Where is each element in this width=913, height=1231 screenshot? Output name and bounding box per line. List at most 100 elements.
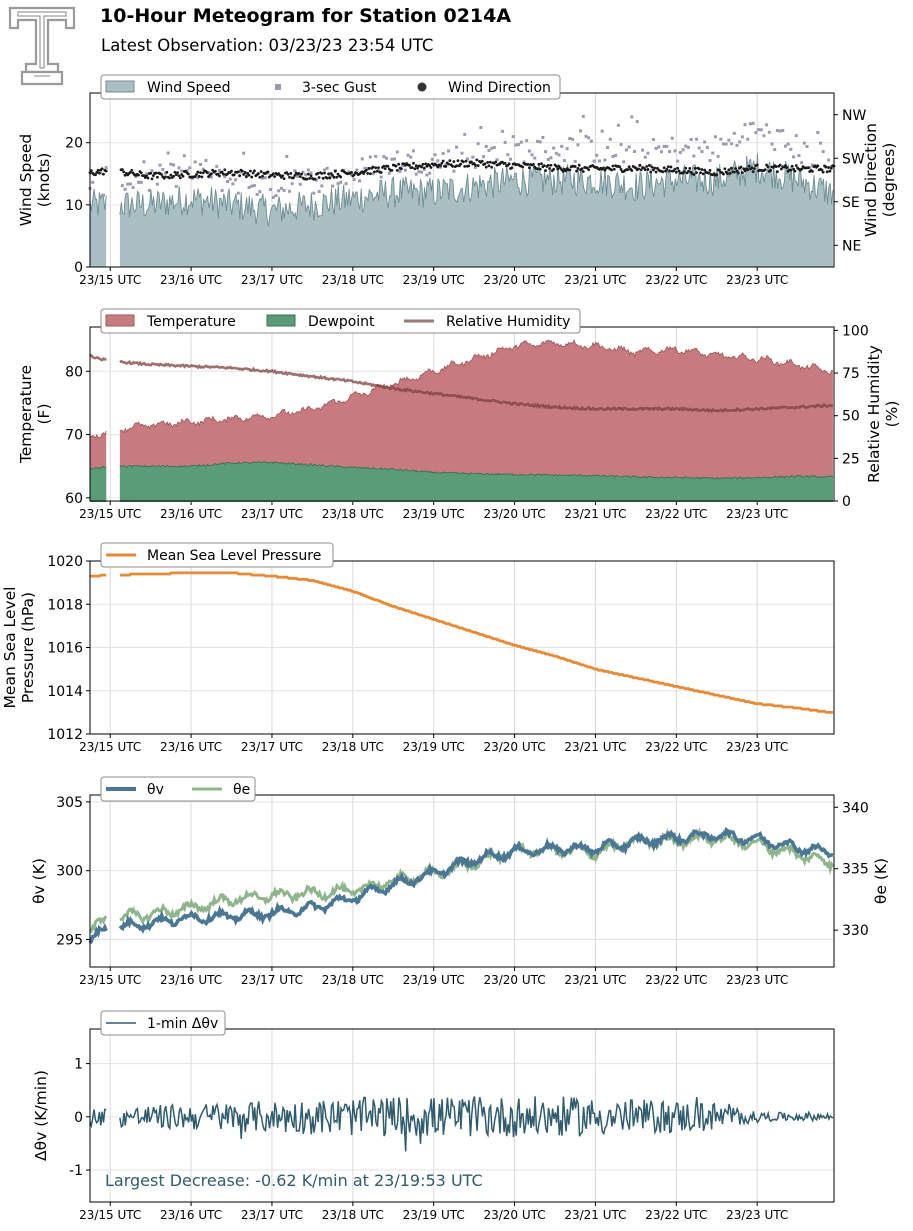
gust-point [724, 142, 728, 146]
wind-direction-point [651, 168, 655, 172]
gust-point [641, 148, 645, 152]
wind-direction-point [654, 170, 658, 174]
legend-label: Wind Speed [147, 80, 231, 96]
gust-point [487, 148, 491, 152]
gust-point [600, 129, 604, 133]
gust-point [199, 162, 203, 166]
theta-v-line [118, 826, 834, 934]
gust-point [719, 137, 723, 141]
gust-point [695, 137, 699, 141]
x-tick-label: 23/20 UTC [483, 1208, 545, 1222]
wind-direction-point [483, 162, 487, 166]
wind-direction-point [650, 165, 654, 169]
gust-point [409, 155, 413, 159]
gust-point [463, 132, 467, 136]
x-tick-label: 23/19 UTC [403, 507, 465, 521]
gust-point [546, 157, 550, 161]
legend-label: Relative Humidity [446, 314, 570, 330]
wind-direction-point [775, 170, 779, 174]
wind-direction-point [151, 174, 155, 177]
x-tick-label: 23/20 UTC [483, 973, 545, 987]
wind-direction-point [289, 171, 293, 175]
x-tick-label: 23/17 UTC [241, 273, 303, 287]
wind-direction-point [220, 170, 224, 174]
gust-point [597, 159, 601, 163]
wind-direction-point [300, 172, 304, 176]
wind-direction-point [639, 168, 643, 172]
wind-direction-point [612, 167, 616, 171]
wind-direction-point [333, 169, 337, 173]
y2-axis-label: Wind Direction(degrees) [862, 123, 898, 237]
gust-point [703, 140, 707, 144]
gust-point [713, 135, 717, 139]
gust-point [748, 122, 752, 126]
wind-panel: 23/15 UTC 23/16 UTC 23/17 UTC 23/18 UTC 23/1… [17, 74, 898, 287]
wind-direction-point [266, 170, 270, 174]
gust-point [500, 129, 504, 133]
gust-point [131, 185, 135, 189]
gust-point [390, 157, 394, 161]
wind-direction-point [715, 173, 719, 177]
gust-point [309, 171, 313, 175]
theta-panel: 23/15 UTC 23/16 UTC 23/17 UTC 23/18 UTC 23/1… [30, 776, 890, 987]
gust-point [775, 128, 779, 132]
wind-direction-point [293, 173, 297, 177]
wind-direction-point [447, 162, 450, 166]
wind-direction-point [451, 165, 454, 168]
y2-tick-label: SW [842, 151, 865, 167]
wind-direction-point [556, 167, 560, 171]
wind-direction-point [281, 174, 285, 178]
gust-point [250, 184, 254, 188]
wind-direction-point [169, 173, 173, 177]
wind-direction-point [728, 172, 732, 175]
dewpoint-area [119, 461, 833, 502]
gust-point [387, 171, 391, 175]
gust-point [633, 149, 637, 153]
legend-gust [275, 84, 281, 90]
gust-point [754, 131, 758, 135]
wind-direction-point [532, 163, 535, 166]
y-tick-label: 1014 [47, 684, 83, 700]
wind-direction-point [526, 163, 530, 166]
temperature-line [89, 430, 107, 439]
gust-point [646, 151, 650, 155]
wind-direction-point [750, 166, 754, 170]
x-tick-label: 23/18 UTC [322, 1208, 384, 1222]
gust-point [490, 146, 494, 150]
wind-direction-point [123, 173, 127, 177]
wind-direction-point [820, 168, 824, 172]
theta-e-line [88, 915, 108, 934]
gust-point [700, 150, 704, 154]
gust-point [244, 173, 248, 177]
wind-direction-point [165, 170, 169, 174]
gust-point [382, 155, 386, 159]
gust-point [627, 145, 631, 149]
wind-direction-point [554, 164, 558, 168]
gust-point [398, 169, 402, 173]
gust-point [665, 144, 669, 148]
wind-direction-point [321, 176, 325, 180]
wind-direction-point [306, 172, 310, 176]
gust-point [452, 169, 456, 173]
wind-direction-point [317, 176, 321, 179]
gust-point [285, 155, 289, 159]
wind-direction-point [673, 167, 677, 171]
y-axis-label: Mean Sea LevelPressure (hPa) [1, 587, 37, 709]
wind-direction-point [480, 159, 484, 163]
gust-point [325, 166, 329, 170]
wind-direction-point [474, 163, 477, 167]
wind-direction-point [323, 171, 326, 175]
wind-direction-point [232, 173, 236, 177]
x-tick-label: 23/15 UTC [79, 1208, 141, 1222]
gust-point [323, 168, 327, 172]
wind-direction-point [730, 166, 733, 170]
gust-point [611, 154, 615, 158]
gust-point [363, 166, 367, 170]
wind-direction-point [246, 171, 250, 175]
wind-direction-point [352, 173, 356, 177]
wind-direction-point [611, 164, 615, 168]
gust-point [128, 182, 132, 186]
wind-speed-line [89, 188, 107, 216]
wind-direction-point [332, 175, 336, 179]
relative-humidity-line [119, 359, 834, 413]
